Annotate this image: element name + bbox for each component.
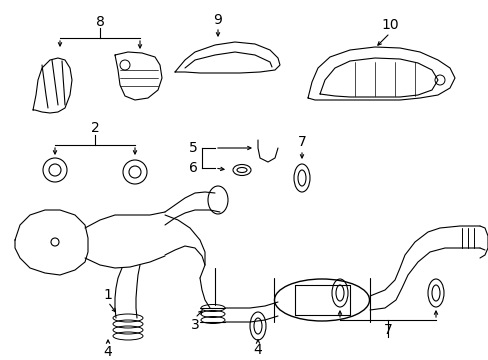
Text: 7: 7 bbox=[383, 323, 391, 337]
Text: 1: 1 bbox=[103, 288, 112, 302]
Text: 9: 9 bbox=[213, 13, 222, 27]
Text: 6: 6 bbox=[189, 161, 198, 175]
Text: 2: 2 bbox=[90, 121, 99, 135]
Text: 8: 8 bbox=[95, 15, 104, 29]
Text: 10: 10 bbox=[381, 18, 398, 32]
Text: 4: 4 bbox=[253, 343, 262, 357]
Text: 7: 7 bbox=[297, 135, 306, 149]
Text: 5: 5 bbox=[189, 141, 198, 155]
Text: 3: 3 bbox=[190, 318, 199, 332]
Text: 4: 4 bbox=[103, 345, 112, 359]
